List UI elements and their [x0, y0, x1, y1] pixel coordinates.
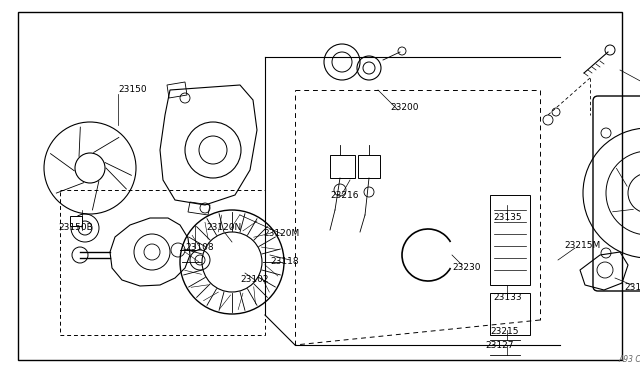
Text: 23216: 23216: [330, 190, 358, 199]
Text: 23108: 23108: [185, 244, 214, 253]
Text: 23118: 23118: [270, 257, 299, 266]
Text: 23200: 23200: [390, 103, 419, 112]
Text: 23215: 23215: [490, 327, 518, 337]
Text: 23127: 23127: [485, 341, 513, 350]
Text: 23215M: 23215M: [564, 241, 600, 250]
Text: 23133: 23133: [493, 292, 522, 301]
Text: A93 C0: P6: A93 C0: P6: [618, 356, 640, 365]
Text: 23150B: 23150B: [58, 224, 93, 232]
Text: 23177: 23177: [624, 282, 640, 292]
Bar: [70, 216, 82, 226]
Bar: [60, 190, 265, 335]
Text: 23135: 23135: [493, 214, 522, 222]
Text: 23230: 23230: [452, 263, 481, 273]
Text: 23120M: 23120M: [263, 230, 300, 238]
Text: 23102: 23102: [240, 276, 269, 285]
Text: 23120N: 23120N: [206, 224, 241, 232]
Text: 23150: 23150: [118, 86, 147, 94]
